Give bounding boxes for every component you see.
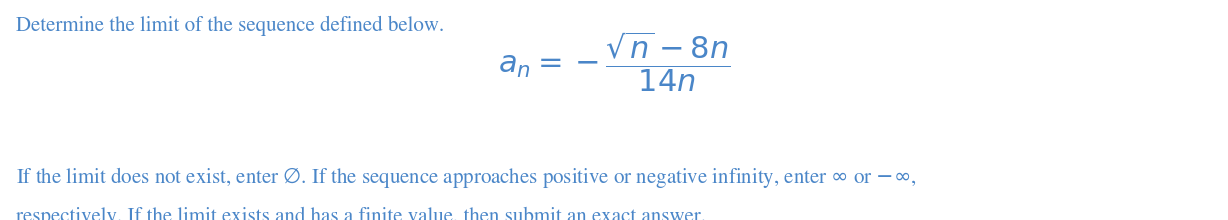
Text: $a_n = -\dfrac{\sqrt{n} - 8n}{14n}$: $a_n = -\dfrac{\sqrt{n} - 8n}{14n}$ — [497, 29, 731, 94]
Text: respectively. If the limit exists and has a finite value, then submit an exact a: respectively. If the limit exists and ha… — [16, 207, 706, 220]
Text: Determine the limit of the sequence defined below.: Determine the limit of the sequence defi… — [16, 15, 445, 36]
Text: If the limit does not exist, enter $\emptyset$. If the sequence approaches posit: If the limit does not exist, enter $\emp… — [16, 165, 917, 190]
